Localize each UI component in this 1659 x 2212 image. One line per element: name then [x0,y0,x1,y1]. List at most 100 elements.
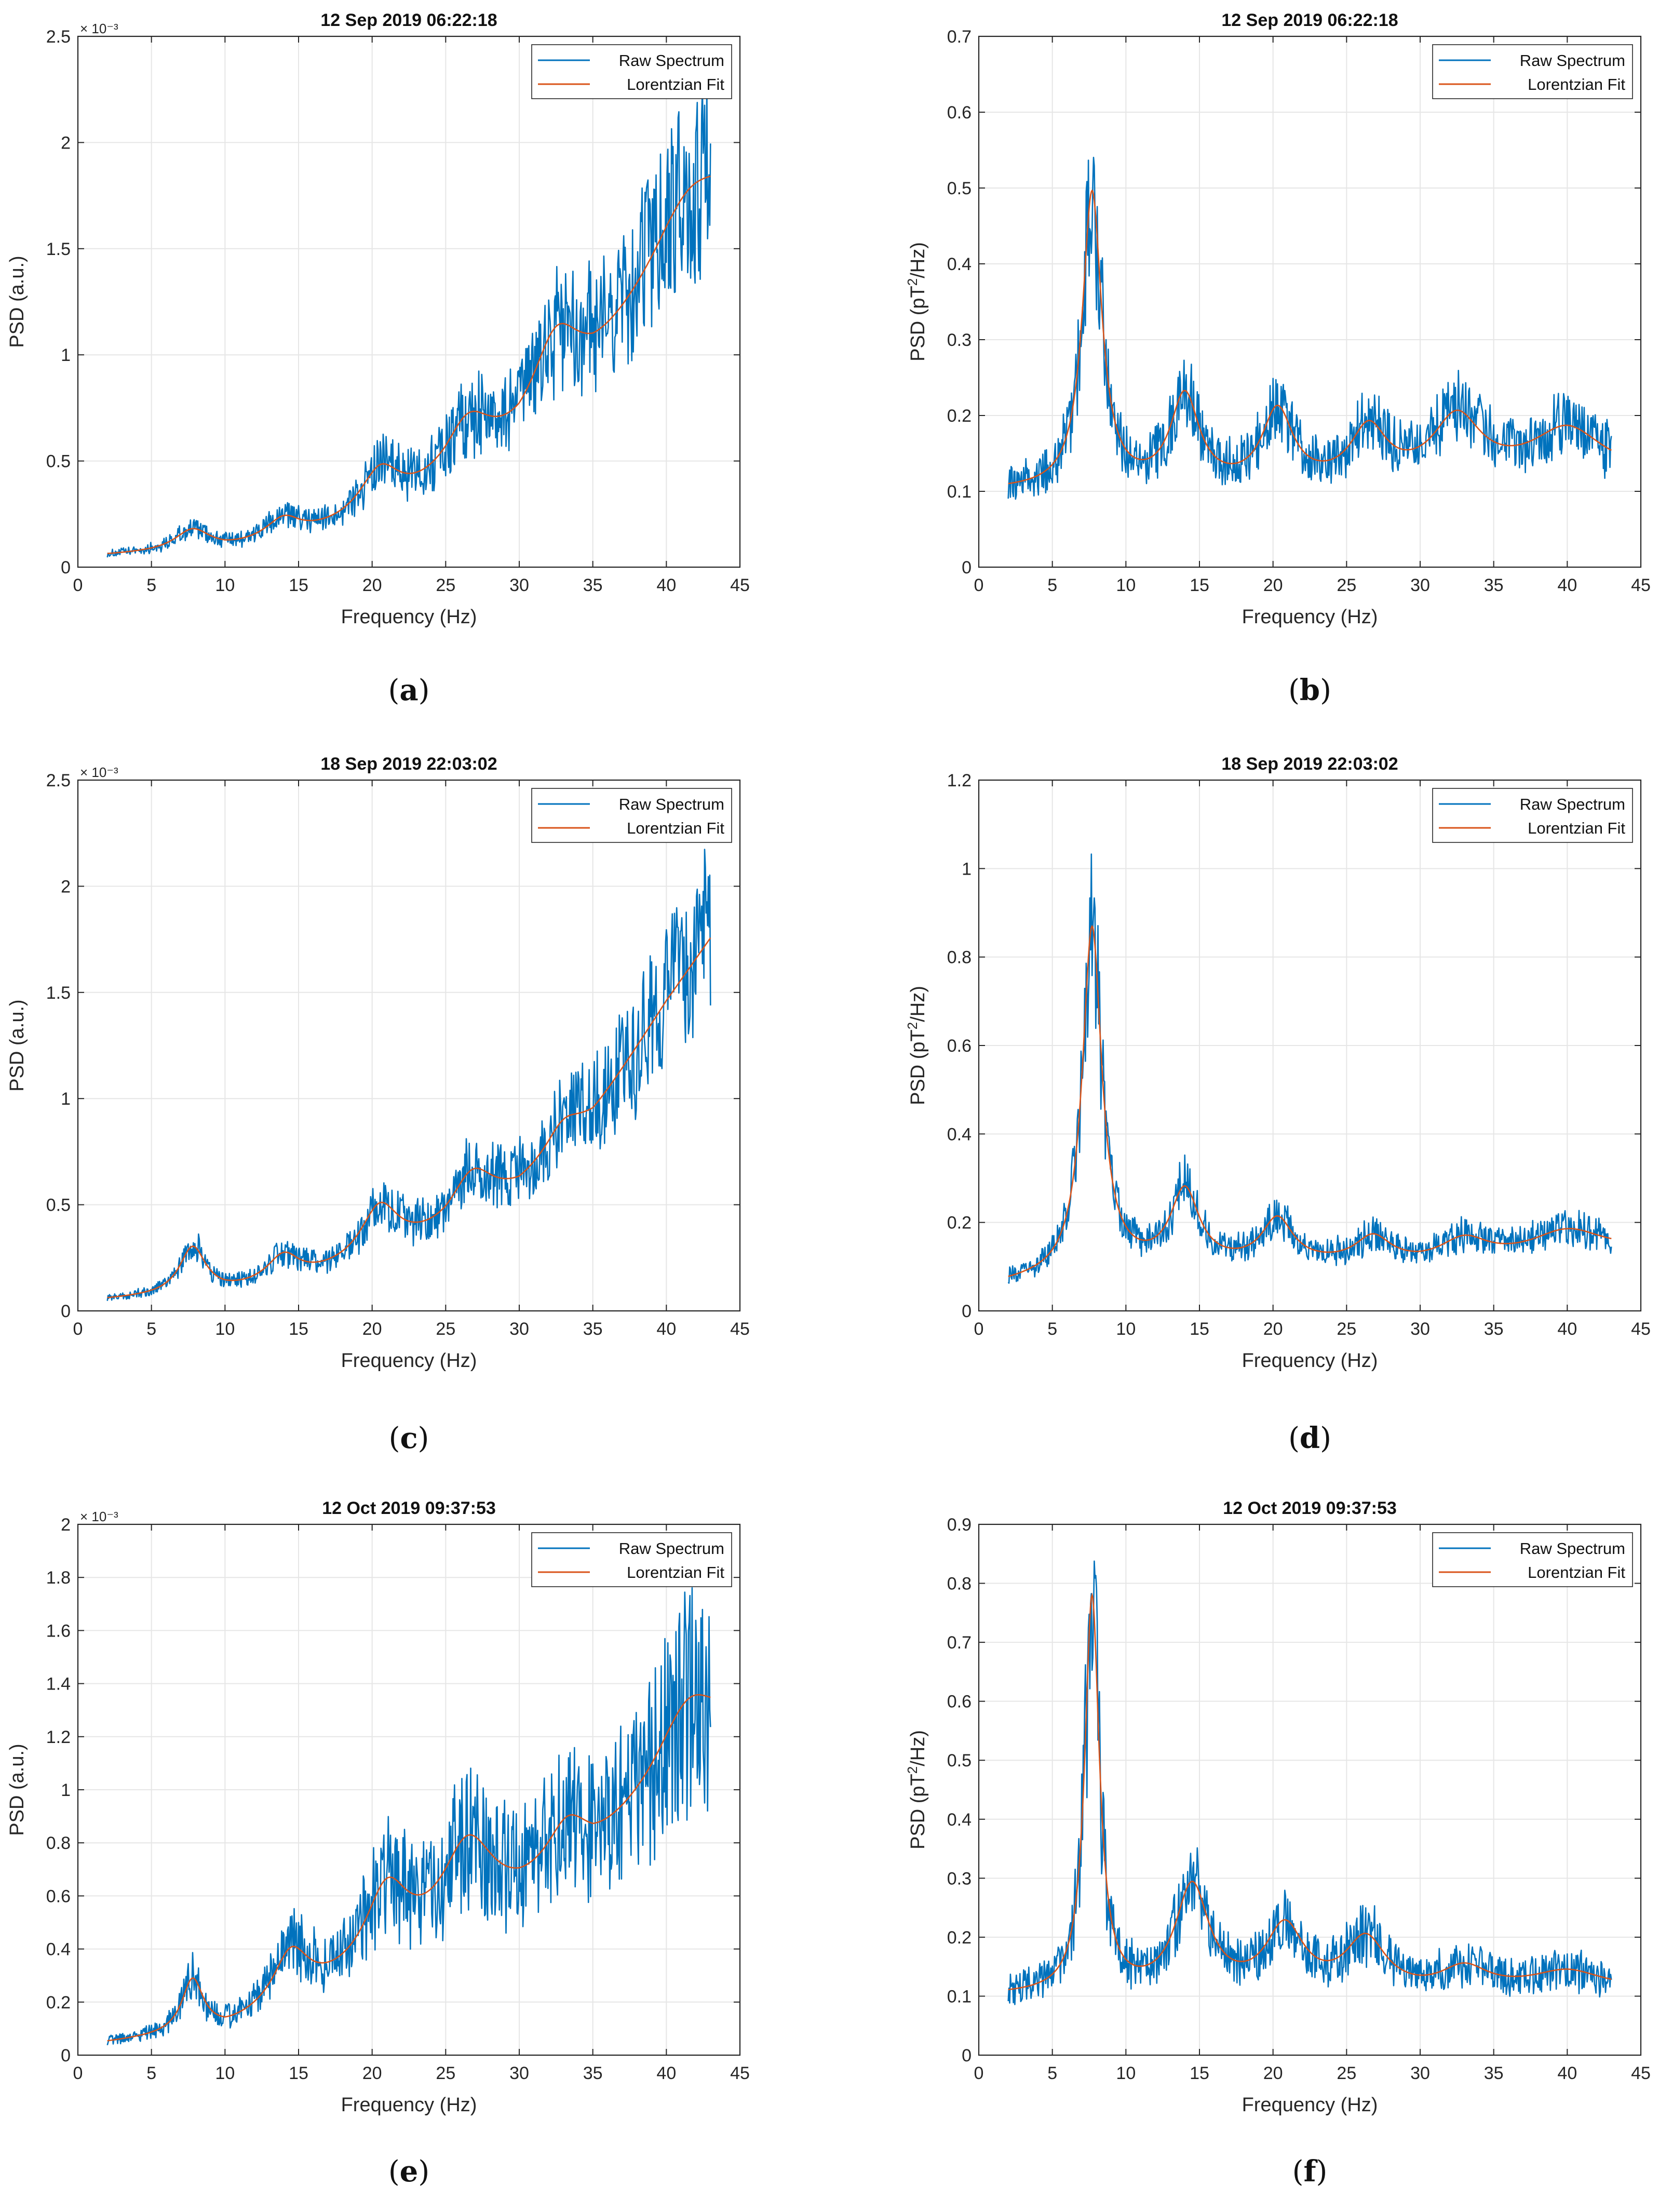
x-tick-label: 20 [362,1319,382,1339]
y-tick-label: 1.5 [46,239,71,259]
legend-label-raw: Raw Spectrum [1520,795,1625,813]
x-tick-label: 30 [509,2063,529,2083]
y-tick-label: 1.2 [46,1727,71,1747]
y-axis-label: PSD (pT2/Hz) [905,242,929,361]
caption-letter: a [399,673,418,707]
y-tick-label: 1.5 [46,983,71,1003]
y-tick-label: 0.3 [947,330,972,350]
x-tick-label: 15 [1190,575,1209,595]
chart-panel-f: 0 5 10 15 20 25 30 35 40 45 0 0.1 0.2 0.3 0.4 0.5 0.6 0.7… [905,1498,1651,2189]
y-tick-label: 0.1 [947,482,972,502]
x-tick-label: 40 [1557,1319,1577,1339]
panel-caption: (c) [389,1421,429,1455]
y-tick-label: 0.5 [947,1751,972,1771]
x-tick-label: 5 [146,2063,156,2083]
x-tick-label: 20 [362,2063,382,2083]
y-tick-label: 0.5 [947,179,972,198]
series-raw-spectrum [1007,853,1612,1284]
x-axis-label: Frequency (Hz) [1242,1350,1378,1372]
grid [78,1524,740,2055]
y-tick-label: 1 [61,1780,71,1800]
x-tick-label: 0 [73,2063,83,2083]
y-tick-label: 0.6 [947,1692,972,1712]
legend-box [531,1532,732,1587]
chart-title: 12 Sep 2019 06:22:18 [320,10,497,30]
x-tick-label: 40 [656,2063,676,2083]
caption-paren: ( [388,674,399,707]
series-lorentzian-fit [107,1694,711,2042]
chart-title: 12 Sep 2019 06:22:18 [1221,10,1398,30]
x-tick-label: 35 [1484,1319,1504,1339]
series-lorentzian-fit [1008,189,1612,485]
x-tick-label: 10 [1116,575,1136,595]
x-tick-label: 40 [656,575,676,595]
x-tick-label: 25 [436,2063,455,2083]
y-axis-label: PSD (a.u.) [6,1744,28,1835]
legend-box [531,788,732,843]
caption-paren: ( [1288,674,1300,707]
y-axis-label-part: PSD (pT [907,286,929,361]
y-tick-label: 0 [962,2046,972,2066]
y-tick-label: 0.5 [46,1196,71,1215]
chart-panel-d: 0 5 10 15 20 25 30 35 40 45 0 0.2 0.4 0.6 0.8 1 1.2 18 Se… [905,754,1651,1455]
chart-title: 12 Oct 2019 09:37:53 [1223,1498,1397,1518]
series-lorentzian-fit [1008,1592,1612,1991]
x-tick-label: 20 [1263,2063,1283,2083]
x-axis-label: Frequency (Hz) [1242,2094,1378,2116]
x-tick-label: 10 [215,1319,235,1339]
panel-caption: (b) [1288,673,1331,707]
x-tick-label: 5 [1047,575,1057,595]
x-tick-label: 35 [1484,2063,1504,2083]
y-tick-label: 0.4 [46,1940,71,1960]
legend-label-raw: Raw Spectrum [1520,51,1625,70]
legend: Raw Spectrum Lorentzian Fit [531,788,732,843]
y-axis-label: PSD (pT2/Hz) [905,1730,929,1849]
legend-box [1432,44,1633,99]
y-axis-label-superscript: 2 [905,278,920,286]
legend-label-fit: Lorentzian Fit [627,75,724,93]
x-tick-label: 25 [436,1319,455,1339]
x-tick-label: 25 [1337,2063,1356,2083]
legend-label-fit: Lorentzian Fit [627,1563,724,1581]
plot-area [78,36,740,567]
x-tick-label: 15 [1190,1319,1209,1339]
y-tick-label: 1 [61,1089,71,1109]
caption-paren: ) [418,1422,429,1455]
chart-panel-a: 0 5 10 15 20 25 30 35 40 45 0 0.5 1 1.5 2 2.5 × 10⁻³ 12 S… [6,10,750,707]
y-tick-label: 2 [61,133,71,153]
y-tick-label: 0.2 [947,1928,972,1948]
series-lorentzian-fit [107,937,711,1298]
y-axis-label-part: /Hz) [907,242,929,278]
y-tick-label: 0.4 [947,254,972,274]
x-tick-label: 0 [73,1319,83,1339]
axes-box [77,35,741,568]
x-tick-label: 15 [289,2063,308,2083]
x-tick-label: 30 [1410,575,1430,595]
y-tick-label: 1.6 [46,1621,71,1641]
y-axis-label: PSD (pT2/Hz) [905,986,929,1105]
caption-paren: ( [1288,1422,1300,1455]
x-tick-label: 20 [1263,575,1283,595]
grid [979,1524,1641,2055]
caption-letter: c [400,1421,417,1455]
chart-panel-e: 0 5 10 15 20 25 30 35 40 45 0 0.2 0.4 0.6 0.8 1 1.2 1.4 1.… [6,1498,750,2189]
x-tick-label: 30 [509,575,529,595]
y-tick-label: 0.2 [46,1993,71,2013]
y-tick-label: 0.1 [947,1987,972,2006]
x-axis-label: Frequency (Hz) [1242,606,1378,628]
x-tick-label: 40 [1557,575,1577,595]
chart-panel-c: 0 5 10 15 20 25 30 35 40 45 0 0.5 1 1.5 2 2.5 × 10⁻³ 18 S… [6,754,750,1455]
axes-box [978,1523,1642,2056]
y-tick-label: 1.2 [947,771,972,790]
legend: Raw Spectrum Lorentzian Fit [1432,788,1633,843]
series-lorentzian-fit [1008,924,1612,1277]
panel-caption: (a) [388,673,429,707]
x-tick-label: 30 [1410,1319,1430,1339]
x-tick-label: 5 [1047,1319,1057,1339]
legend-label-raw: Raw Spectrum [619,51,724,70]
y-tick-label: 0.6 [46,1886,71,1906]
x-tick-label: 45 [730,575,750,595]
legend-box [531,44,732,99]
x-tick-label: 15 [1190,2063,1209,2083]
